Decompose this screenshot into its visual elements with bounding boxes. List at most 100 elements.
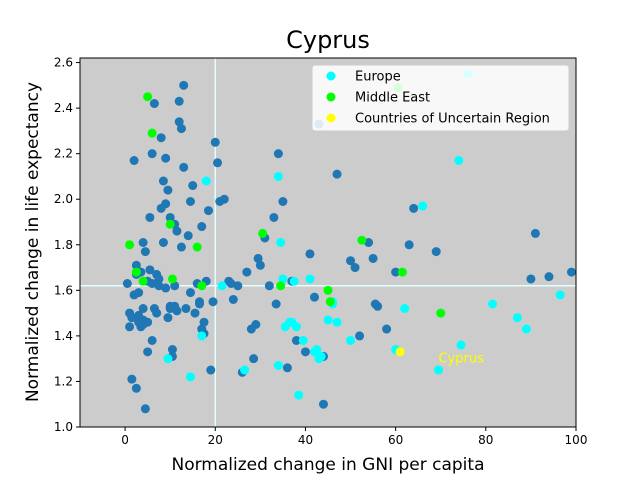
- point-other: [253, 253, 263, 263]
- point-europe: [273, 171, 283, 181]
- y-tick-label: 2.2: [54, 147, 73, 161]
- point-other: [318, 399, 328, 409]
- point-other: [368, 253, 378, 263]
- point-other: [530, 228, 540, 238]
- point-middle-east: [357, 235, 367, 245]
- point-other: [138, 320, 148, 329]
- point-other: [176, 124, 186, 134]
- point-other: [129, 156, 139, 165]
- point-europe: [332, 317, 342, 327]
- point-other: [364, 238, 374, 247]
- point-other: [431, 247, 441, 257]
- point-other: [147, 335, 157, 345]
- point-europe: [289, 276, 299, 286]
- point-europe: [433, 365, 443, 375]
- point-other: [194, 299, 204, 309]
- point-europe: [278, 274, 288, 284]
- point-other: [210, 137, 220, 147]
- point-europe: [346, 335, 356, 345]
- point-other: [125, 308, 135, 318]
- legend-marker-middle-east: [326, 92, 336, 102]
- point-europe: [456, 340, 466, 350]
- point-other: [255, 260, 265, 270]
- point-europe: [273, 361, 283, 370]
- point-other: [152, 308, 162, 318]
- point-other: [199, 317, 209, 327]
- point-other: [154, 281, 164, 291]
- x-tick-label: 100: [565, 433, 588, 447]
- point-middle-east: [167, 274, 177, 284]
- point-other: [172, 226, 182, 236]
- point-other: [140, 247, 150, 257]
- point-other: [161, 283, 171, 293]
- point-other: [226, 279, 236, 288]
- point-other: [350, 263, 360, 273]
- y-tick-label: 1.0: [54, 420, 73, 434]
- point-other: [167, 345, 177, 355]
- point-other: [134, 288, 144, 298]
- point-other: [526, 274, 536, 284]
- point-other: [251, 320, 261, 329]
- point-other: [291, 335, 301, 345]
- data-points: [122, 69, 576, 414]
- point-other: [181, 304, 191, 314]
- point-other: [264, 281, 274, 291]
- legend-marker-uncertain: [326, 113, 336, 123]
- point-other: [161, 199, 171, 209]
- point-other: [183, 231, 193, 241]
- point-europe: [276, 238, 286, 247]
- point-other: [282, 363, 292, 373]
- point-other: [176, 242, 186, 252]
- point-other: [382, 324, 392, 334]
- point-other: [174, 117, 184, 127]
- point-europe: [294, 390, 304, 400]
- point-europe: [298, 335, 308, 345]
- y-tick-label: 2.6: [54, 56, 73, 70]
- point-europe: [555, 290, 565, 300]
- point-other: [228, 294, 238, 304]
- point-other: [131, 260, 141, 270]
- point-other: [273, 149, 283, 159]
- x-tick-label: 40: [298, 433, 313, 447]
- point-other: [271, 299, 281, 309]
- point-middle-east: [138, 276, 148, 286]
- point-europe: [512, 313, 522, 323]
- point-middle-east: [436, 308, 446, 318]
- point-middle-east: [276, 281, 286, 291]
- point-other: [309, 292, 319, 302]
- point-europe: [163, 354, 173, 364]
- legend-marker-europe: [326, 71, 336, 81]
- point-middle-east: [325, 297, 335, 307]
- point-europe: [285, 317, 295, 327]
- y-tick-label: 2.0: [54, 192, 73, 206]
- point-other: [154, 274, 164, 284]
- point-other: [566, 267, 576, 277]
- point-middle-east: [131, 267, 141, 277]
- point-europe: [240, 365, 250, 375]
- point-other: [127, 374, 137, 384]
- annotation-label: Cyprus: [438, 352, 484, 367]
- legend-label-europe: Europe: [355, 70, 401, 85]
- point-other: [165, 212, 175, 222]
- point-other: [174, 96, 184, 106]
- point-other: [213, 158, 223, 168]
- point-middle-east: [143, 92, 153, 102]
- point-other: [409, 203, 419, 213]
- point-other: [122, 279, 132, 288]
- point-other: [125, 322, 135, 332]
- point-other: [145, 265, 155, 275]
- point-other: [147, 279, 157, 288]
- x-tick-label: 0: [121, 433, 129, 447]
- point-europe: [201, 176, 211, 186]
- point-middle-east: [147, 128, 157, 138]
- point-other: [370, 299, 380, 309]
- point-other: [544, 272, 554, 282]
- point-other: [188, 181, 198, 191]
- point-other: [165, 301, 175, 311]
- point-other: [219, 194, 229, 204]
- point-middle-east: [197, 281, 207, 291]
- point-europe: [305, 274, 315, 284]
- point-europe: [521, 324, 531, 334]
- point-other: [242, 267, 252, 277]
